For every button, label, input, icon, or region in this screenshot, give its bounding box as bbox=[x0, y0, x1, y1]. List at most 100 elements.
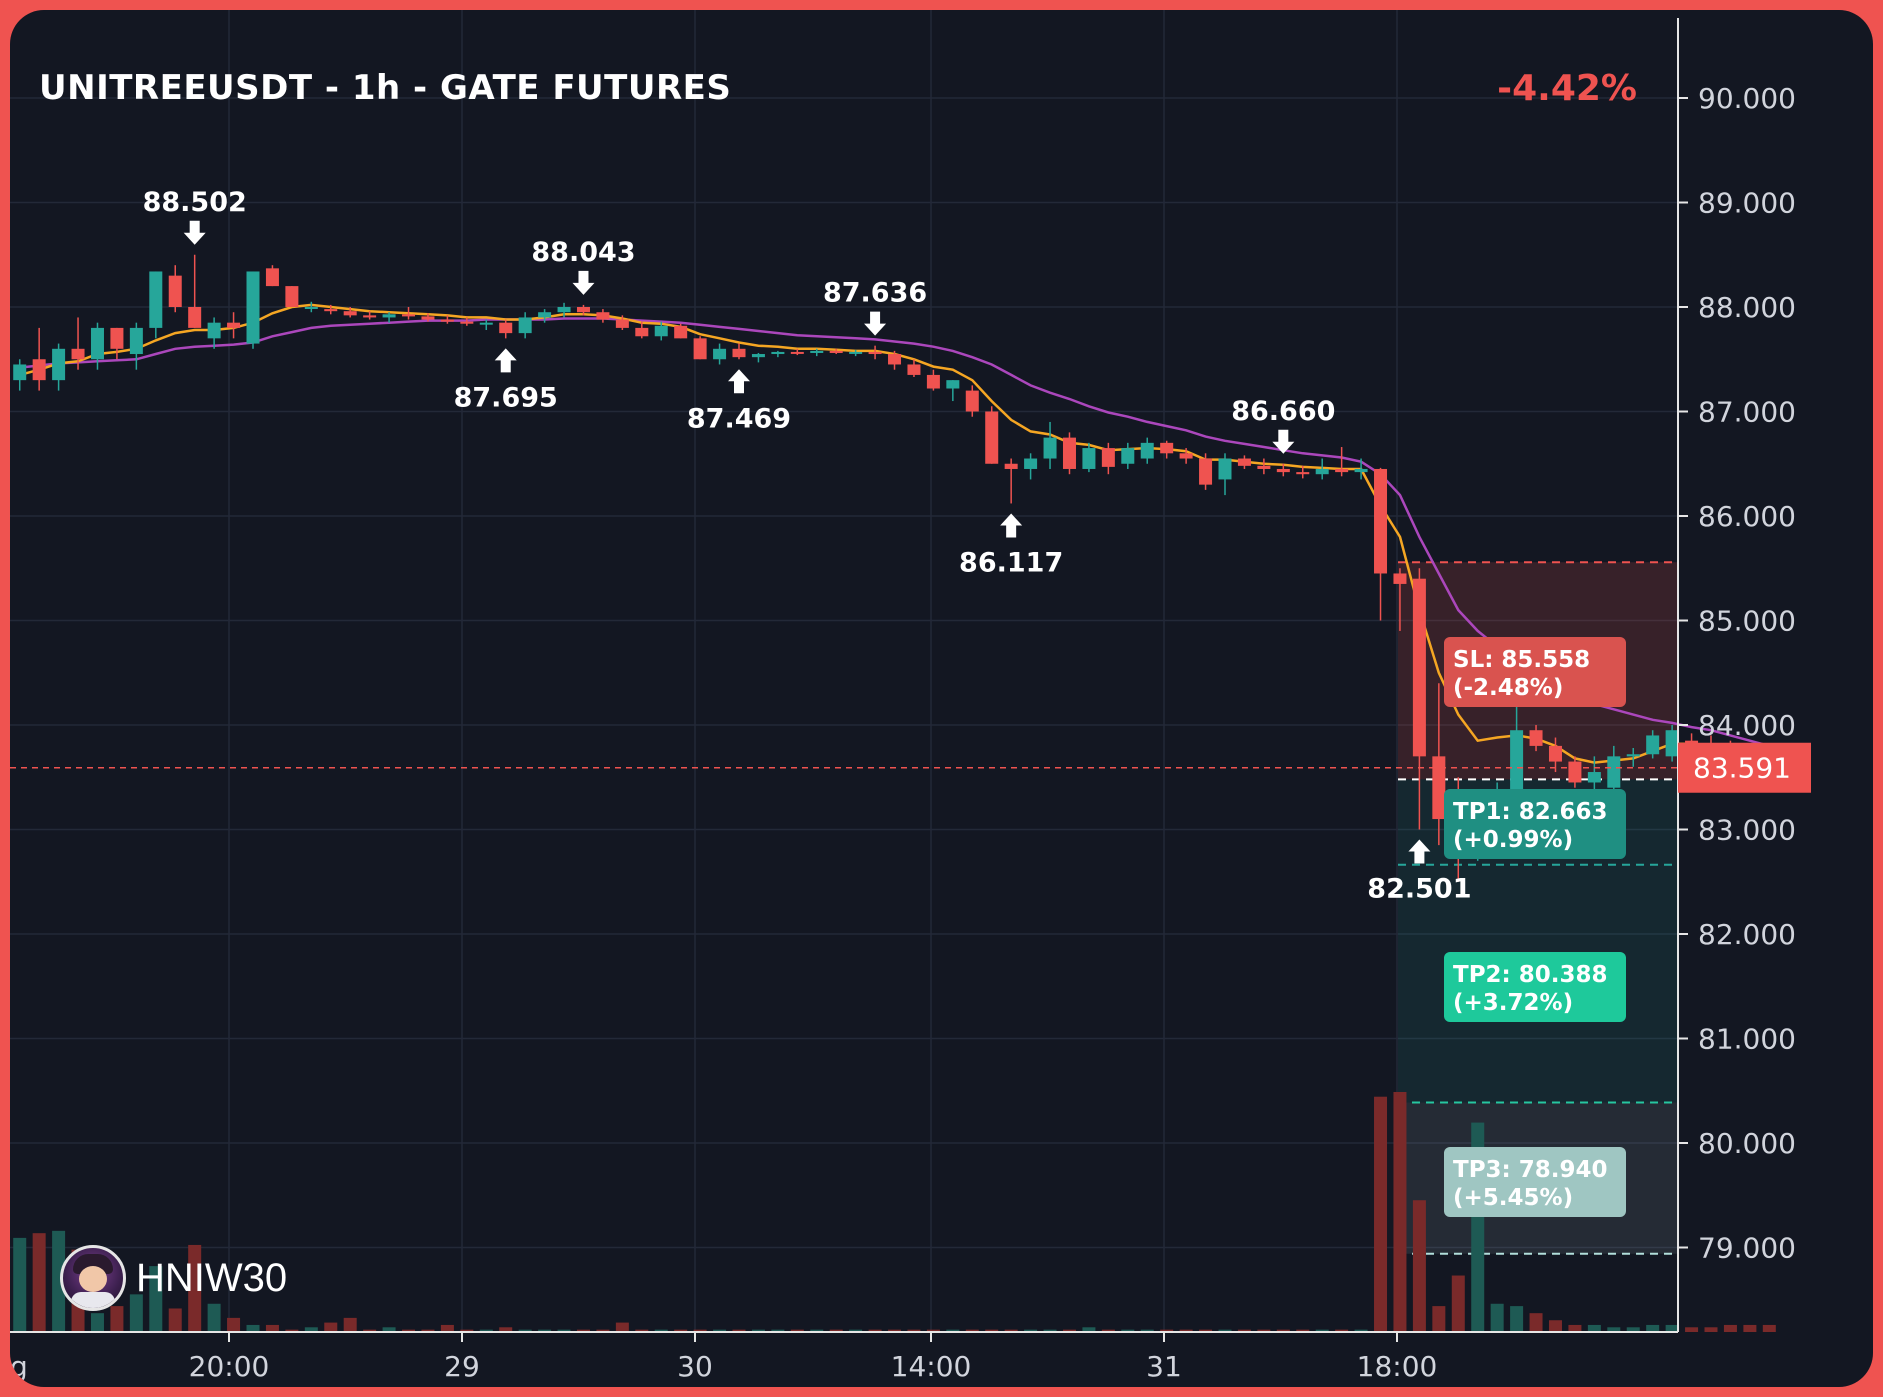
candle bbox=[1315, 468, 1329, 475]
y-tick-label: 82.000 bbox=[1698, 918, 1796, 951]
candle bbox=[265, 268, 279, 287]
candle bbox=[1199, 458, 1213, 485]
volume-bar bbox=[168, 1308, 182, 1332]
avatar-icon bbox=[60, 1245, 126, 1311]
y-tick-label: 90.000 bbox=[1698, 82, 1796, 115]
volume-bar bbox=[363, 1329, 377, 1332]
candle bbox=[1121, 448, 1135, 464]
volume-bar bbox=[1704, 1327, 1718, 1332]
volume-bar bbox=[713, 1329, 727, 1332]
volume-bar bbox=[1354, 1329, 1368, 1332]
volume-bar bbox=[1665, 1324, 1679, 1332]
volume-bar bbox=[965, 1329, 979, 1332]
candle bbox=[32, 359, 46, 381]
current-price-label: 83.591 bbox=[1693, 752, 1791, 785]
volume-bar bbox=[52, 1230, 66, 1332]
pivot-high-arrow bbox=[572, 270, 595, 295]
volume-bar bbox=[576, 1329, 590, 1332]
watermark: HNIW30 bbox=[60, 1245, 287, 1311]
volume-bar bbox=[946, 1329, 960, 1332]
pivot-low-label: 87.469 bbox=[687, 403, 791, 434]
y-tick-label: 87.000 bbox=[1698, 396, 1796, 429]
candle bbox=[907, 364, 921, 375]
volume-bar bbox=[674, 1329, 688, 1332]
candle bbox=[654, 325, 668, 337]
volume-bar bbox=[1626, 1327, 1640, 1332]
volume-bar bbox=[1762, 1324, 1776, 1332]
volume-bar bbox=[499, 1327, 513, 1332]
volume-bar bbox=[1723, 1324, 1737, 1332]
candle bbox=[693, 338, 707, 360]
volume-bar bbox=[1004, 1329, 1018, 1332]
candle bbox=[1218, 458, 1232, 480]
pivot-high-label: 88.502 bbox=[143, 187, 247, 218]
candle bbox=[596, 312, 610, 320]
volume-bar bbox=[1140, 1329, 1154, 1332]
candle bbox=[1257, 465, 1271, 469]
volume-bar bbox=[907, 1329, 921, 1332]
volume-bar bbox=[654, 1329, 668, 1332]
candle bbox=[1335, 468, 1349, 473]
volume-bar bbox=[1607, 1327, 1621, 1332]
volume-bar bbox=[188, 1244, 202, 1332]
y-tick-label: 88.000 bbox=[1698, 291, 1796, 324]
volume-bar bbox=[1510, 1306, 1524, 1332]
candle bbox=[732, 348, 746, 358]
candle bbox=[985, 411, 999, 464]
candle bbox=[1179, 453, 1193, 459]
candle bbox=[304, 307, 318, 309]
candle bbox=[1354, 468, 1368, 473]
volume-bar bbox=[1199, 1329, 1213, 1332]
volume-bar bbox=[1587, 1324, 1601, 1332]
volume-bar bbox=[888, 1329, 902, 1332]
x-tick-label: 20:00 bbox=[189, 1350, 270, 1383]
candle bbox=[1646, 735, 1660, 755]
candle bbox=[207, 322, 221, 339]
y-tick-label: 83.000 bbox=[1698, 814, 1796, 847]
candle bbox=[227, 322, 241, 328]
candle bbox=[1276, 468, 1290, 473]
volume-bar bbox=[285, 1329, 299, 1332]
volume-bar bbox=[1685, 1327, 1699, 1332]
candle bbox=[168, 275, 182, 307]
volume-bar bbox=[402, 1329, 416, 1332]
tp3-label: TP3: 78.940 bbox=[1453, 1157, 1608, 1183]
tp1-label: TP1: 82.663 bbox=[1453, 799, 1608, 825]
y-tick-label: 84.000 bbox=[1698, 709, 1796, 742]
candle bbox=[1374, 468, 1388, 574]
candle bbox=[557, 307, 571, 313]
volume-bar bbox=[1568, 1324, 1582, 1332]
volume-bar bbox=[1043, 1329, 1057, 1332]
volume-bar bbox=[538, 1329, 552, 1332]
volume-bar bbox=[460, 1329, 474, 1332]
volume-bar bbox=[1451, 1275, 1465, 1332]
volume-bar bbox=[479, 1329, 493, 1332]
tp1-pct: (+0.99%) bbox=[1453, 827, 1573, 853]
candle bbox=[1665, 730, 1679, 757]
x-tick-label: 14:00 bbox=[891, 1350, 972, 1383]
volume-bar bbox=[1646, 1324, 1660, 1332]
tp3-pct: (+5.45%) bbox=[1453, 1185, 1573, 1211]
volume-bar bbox=[1237, 1329, 1251, 1332]
candle bbox=[849, 351, 863, 354]
candle bbox=[1082, 448, 1096, 469]
pivot-low-arrow bbox=[1000, 513, 1023, 538]
candle bbox=[421, 316, 435, 320]
pivot-high-arrow bbox=[183, 220, 206, 245]
volume-bar bbox=[829, 1329, 843, 1332]
price-chart[interactable]: 88.502 87.695 88.043 87.469 87.636 86.117 86.6… bbox=[10, 10, 1873, 1387]
volume-bar bbox=[557, 1329, 571, 1332]
candle bbox=[1510, 730, 1524, 793]
candle bbox=[129, 327, 143, 355]
volume-bar bbox=[32, 1233, 46, 1332]
candle bbox=[1101, 448, 1115, 467]
pivot-high-label: 87.636 bbox=[823, 278, 927, 309]
y-tick-label: 81.000 bbox=[1698, 1023, 1796, 1056]
candle bbox=[110, 327, 124, 349]
candle bbox=[615, 319, 629, 328]
volume-bar bbox=[149, 1266, 163, 1332]
ema-slow-line bbox=[19, 317, 1770, 748]
volume-bar bbox=[1393, 1092, 1407, 1332]
volume-bar bbox=[1218, 1329, 1232, 1332]
candle bbox=[771, 351, 785, 355]
